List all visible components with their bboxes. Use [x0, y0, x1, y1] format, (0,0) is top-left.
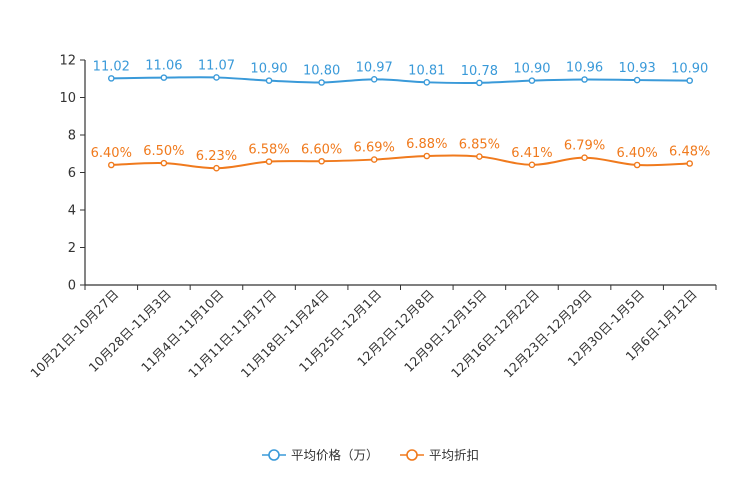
x-category-label: 10月21日-10月27日 — [27, 287, 121, 381]
series-1-data-label: 10.90 — [513, 62, 550, 77]
data-labels: 11.02 11.06 11.07 10.90 10.80 10.97 10.81 10.78… — [91, 58, 711, 164]
series-1-data-label: 10.90 — [671, 62, 708, 77]
series-2-data-label: 6.41% — [511, 146, 552, 161]
series-2-data-label: 6.88% — [406, 137, 447, 152]
series-1-point — [633, 76, 641, 84]
series-layer — [107, 74, 694, 172]
series-2-point — [265, 158, 273, 165]
series-2-data-label: 6.40% — [616, 146, 657, 161]
y-tick-label: 6 — [68, 166, 76, 181]
series-2-data-label: 6.79% — [564, 139, 605, 154]
series-1-point — [370, 76, 378, 83]
series-2-point — [476, 153, 483, 160]
y-tick-label: 8 — [68, 129, 76, 144]
series-2-point — [423, 152, 431, 160]
x-category-label: 12月16日-12月22日 — [448, 287, 542, 381]
series-1-data-label: 10.80 — [303, 64, 340, 79]
series-2-data-label: 6.50% — [143, 144, 184, 159]
series-1-point — [107, 75, 115, 82]
series-2-point — [370, 156, 378, 163]
y-tick-label: 10 — [59, 91, 76, 106]
legend-label: 平均折扣 — [429, 448, 479, 463]
series-1-point — [581, 76, 588, 83]
x-category-label: 12月23日-12月29日 — [501, 287, 595, 381]
series-1-point — [528, 77, 536, 84]
series-1-data-label: 10.90 — [250, 62, 287, 77]
series-1-data-label: 10.78 — [461, 64, 498, 79]
series-2-data-label: 6.40% — [91, 146, 132, 161]
series-2-point — [213, 164, 220, 172]
series-2-data-label: 6.23% — [196, 149, 237, 164]
series-1-data-label: 11.06 — [145, 59, 182, 74]
series-2-data-label: 6.60% — [301, 142, 342, 157]
x-category-label: 11月18日-11月24日 — [238, 287, 332, 381]
y-tick-label: 0 — [68, 279, 76, 294]
series-1-point — [423, 79, 431, 86]
series-1-point — [265, 77, 273, 84]
series-2-point — [528, 161, 536, 169]
y-tick-label: 2 — [68, 241, 76, 256]
series-2-point — [633, 161, 641, 169]
series-1-data-label: 10.96 — [566, 61, 603, 76]
legend-marker — [406, 449, 418, 461]
series-2-data-label: 6.69% — [354, 141, 395, 156]
x-category-label: 11月11日-11月17日 — [185, 287, 279, 381]
y-tick-label: 4 — [68, 204, 76, 219]
series-2-data-label: 6.58% — [248, 143, 289, 158]
series-1-point — [318, 79, 325, 86]
series-2-point — [318, 157, 325, 165]
series-2-point — [581, 154, 588, 161]
series-2-point — [160, 159, 168, 167]
series-1-data-label: 11.07 — [198, 58, 235, 73]
series-1-point — [160, 74, 168, 81]
series-1-data-label: 10.97 — [356, 60, 393, 75]
series-2-point — [686, 160, 694, 167]
legend[interactable]: 平均价格（万） 平均折扣 — [262, 448, 479, 463]
series-2-point — [107, 161, 115, 169]
axes: 02468101210月21日-10月27日10月28日-11月3日11月4日-… — [27, 54, 717, 381]
legend-item-2[interactable]: 平均折扣 — [400, 448, 479, 463]
series-line-2 — [111, 154, 690, 170]
y-tick-label: 12 — [59, 54, 76, 69]
series-1-point — [213, 74, 220, 81]
legend-label: 平均价格（万） — [291, 448, 379, 463]
series-1-data-label: 10.81 — [408, 63, 445, 78]
series-line-1 — [111, 76, 690, 85]
series-1-data-label: 11.02 — [93, 59, 130, 74]
series-2-data-label: 6.85% — [459, 138, 500, 153]
series-1-point — [476, 79, 483, 87]
series-1-data-label: 10.93 — [619, 61, 656, 76]
legend-item-1[interactable]: 平均价格（万） — [262, 448, 379, 463]
series-2-data-label: 6.48% — [669, 145, 710, 160]
legend-marker — [268, 449, 280, 461]
series-1-point — [686, 77, 694, 84]
